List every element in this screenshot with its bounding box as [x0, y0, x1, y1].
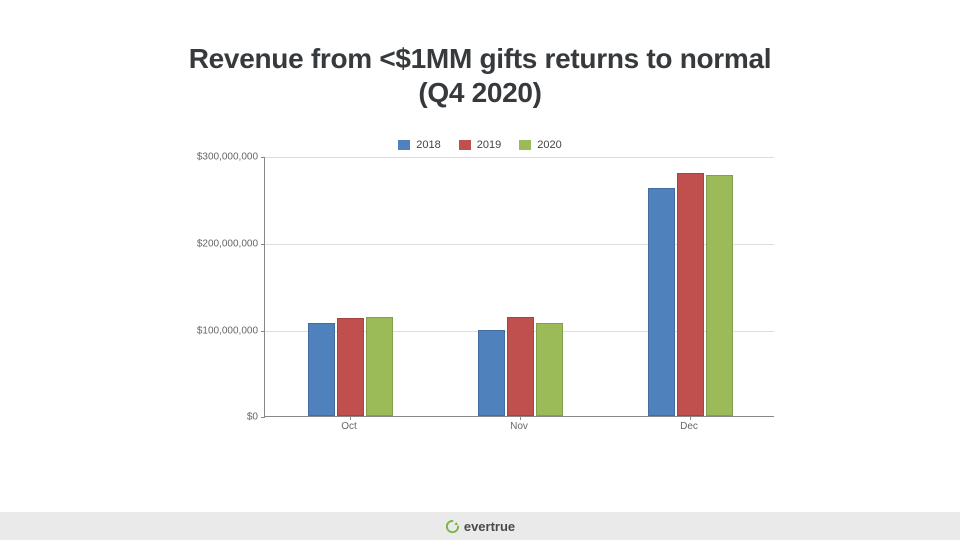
gridline: [265, 157, 774, 158]
legend-label-2019: 2019: [477, 139, 501, 151]
bar-Oct-2018: [308, 323, 335, 416]
bar-Oct-2020: [366, 317, 393, 416]
legend-item-2018: 2018: [398, 139, 440, 151]
slide: Revenue from <$1MM gifts returns to norm…: [0, 0, 960, 540]
legend-item-2019: 2019: [459, 139, 501, 151]
y-axis: $0$100,000,000$200,000,000$300,000,000: [186, 157, 264, 417]
bar-Dec-2019: [677, 173, 704, 417]
x-label-Oct: Oct: [341, 421, 357, 432]
evertrue-logo-icon: [445, 519, 460, 534]
x-axis-labels: Oct Nov Dec: [264, 417, 774, 437]
y-tick-label: $200,000,000: [197, 238, 258, 249]
title-line-2: (Q4 2020): [0, 76, 960, 110]
bar-Nov-2020: [536, 323, 563, 417]
y-tick-label: $300,000,000: [197, 152, 258, 163]
plot-area: [264, 157, 774, 417]
y-tick-label: $100,000,000: [197, 325, 258, 336]
legend-item-2020: 2020: [519, 139, 561, 151]
y-tick: [261, 244, 265, 245]
chart-legend: 2018 2019 2020: [186, 139, 774, 151]
bar-Nov-2019: [507, 317, 534, 417]
legend-swatch-2020: [519, 140, 531, 150]
footer-bar: evertrue: [0, 512, 960, 540]
plot-outer: $0$100,000,000$200,000,000$300,000,000: [186, 157, 774, 417]
legend-swatch-2019: [459, 140, 471, 150]
y-tick: [261, 331, 265, 332]
title-block: Revenue from <$1MM gifts returns to norm…: [0, 0, 960, 109]
chart-wrap: 2018 2019 2020 $0 $100,000,000 $200,000,000 $3…: [0, 139, 960, 512]
y-tick-label: $0: [247, 412, 258, 423]
x-label-Dec: Dec: [680, 421, 698, 432]
legend-swatch-2018: [398, 140, 410, 150]
y-tick: [261, 157, 265, 158]
bar-Oct-2019: [337, 318, 364, 416]
bar-Nov-2018: [478, 330, 505, 417]
footer-brand-text: evertrue: [464, 519, 515, 534]
bar-Dec-2018: [648, 188, 675, 416]
title-line-1: Revenue from <$1MM gifts returns to norm…: [0, 42, 960, 76]
x-label-Nov: Nov: [510, 421, 528, 432]
revenue-bar-chart: 2018 2019 2020 $0 $100,000,000 $200,000,000 $3…: [186, 139, 774, 437]
legend-label-2018: 2018: [416, 139, 440, 151]
legend-label-2020: 2020: [537, 139, 561, 151]
bar-Dec-2020: [706, 175, 733, 416]
